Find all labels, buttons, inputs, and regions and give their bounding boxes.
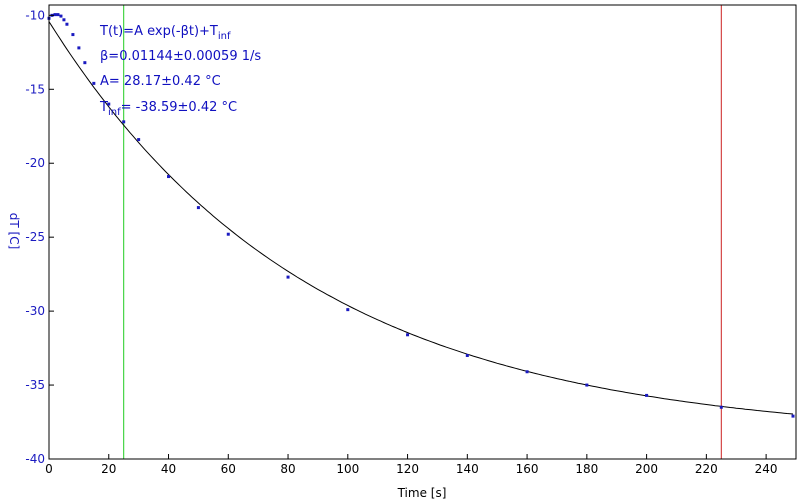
x-axis-label: Time [s] bbox=[397, 486, 447, 500]
data-point bbox=[525, 370, 529, 374]
x-tick-label: 180 bbox=[575, 462, 598, 476]
tinf-main: T bbox=[99, 100, 108, 115]
data-point bbox=[406, 333, 410, 337]
data-point bbox=[59, 14, 63, 18]
data-point bbox=[71, 33, 75, 37]
fit-model-sub: inf bbox=[218, 31, 231, 42]
fit-model-main: T(t)=A exp(-βt)+T bbox=[99, 24, 218, 39]
data-point bbox=[465, 353, 469, 357]
data-point bbox=[645, 393, 649, 397]
beta-annotation: β=0.01144±0.00059 1/s bbox=[100, 49, 261, 64]
data-point bbox=[719, 405, 723, 409]
data-point bbox=[107, 102, 111, 106]
plot-frame bbox=[48, 4, 797, 460]
data-point bbox=[137, 138, 141, 142]
x-tick-label: 100 bbox=[336, 462, 359, 476]
y-tick-label: -30 bbox=[25, 304, 45, 318]
data-point bbox=[56, 13, 60, 17]
data-point bbox=[226, 232, 230, 236]
y-tick-label: -35 bbox=[25, 378, 45, 392]
data-point bbox=[122, 120, 126, 124]
y-axis-label: dT [C] bbox=[7, 213, 21, 250]
data-point bbox=[77, 46, 81, 50]
data-point bbox=[53, 13, 57, 17]
amplitude-annotation: A= 28.17±0.42 °C bbox=[100, 74, 221, 89]
data-point bbox=[83, 61, 87, 65]
x-tick-label: 240 bbox=[755, 462, 778, 476]
y-tick-label: -10 bbox=[25, 8, 45, 22]
data-point bbox=[346, 308, 350, 312]
y-tick-label: -25 bbox=[25, 230, 45, 244]
fit-curve bbox=[48, 21, 794, 415]
data-point bbox=[286, 275, 290, 279]
data-point bbox=[92, 81, 96, 85]
tinf-sub: inf bbox=[108, 107, 121, 118]
plot-layer bbox=[47, 5, 795, 459]
x-tick-label: 20 bbox=[101, 462, 116, 476]
x-tick-label: 200 bbox=[635, 462, 658, 476]
y-tick-label: -40 bbox=[25, 452, 45, 466]
y-tick-label: -20 bbox=[25, 156, 45, 170]
x-tick-label: 120 bbox=[396, 462, 419, 476]
tinf-annotation: Tinf= -38.59±0.42 °C bbox=[99, 100, 237, 118]
x-axis: 0 20 40 60 80 100 120 140 160 180 200 220 240 bbox=[45, 454, 778, 476]
x-tick-label: 160 bbox=[516, 462, 539, 476]
data-point bbox=[791, 414, 795, 418]
y-axis: -10 -15 -20 -25 -30 -35 -40 bbox=[25, 8, 54, 466]
x-tick-label: 40 bbox=[161, 462, 176, 476]
x-tick-label: 0 bbox=[45, 462, 53, 476]
data-point bbox=[167, 175, 171, 179]
data-point bbox=[196, 206, 200, 210]
x-tick-label: 220 bbox=[695, 462, 718, 476]
tinf-value: = -38.59±0.42 °C bbox=[121, 100, 237, 115]
data-point bbox=[65, 22, 69, 26]
data-point bbox=[585, 383, 589, 387]
x-tick-label: 80 bbox=[280, 462, 295, 476]
y-tick-label: -15 bbox=[25, 82, 45, 96]
x-tick-label: 140 bbox=[456, 462, 479, 476]
data-point bbox=[62, 18, 66, 22]
x-tick-label: 60 bbox=[221, 462, 236, 476]
fit-model-annotation: T(t)=A exp(-βt)+Tinf bbox=[99, 24, 231, 42]
